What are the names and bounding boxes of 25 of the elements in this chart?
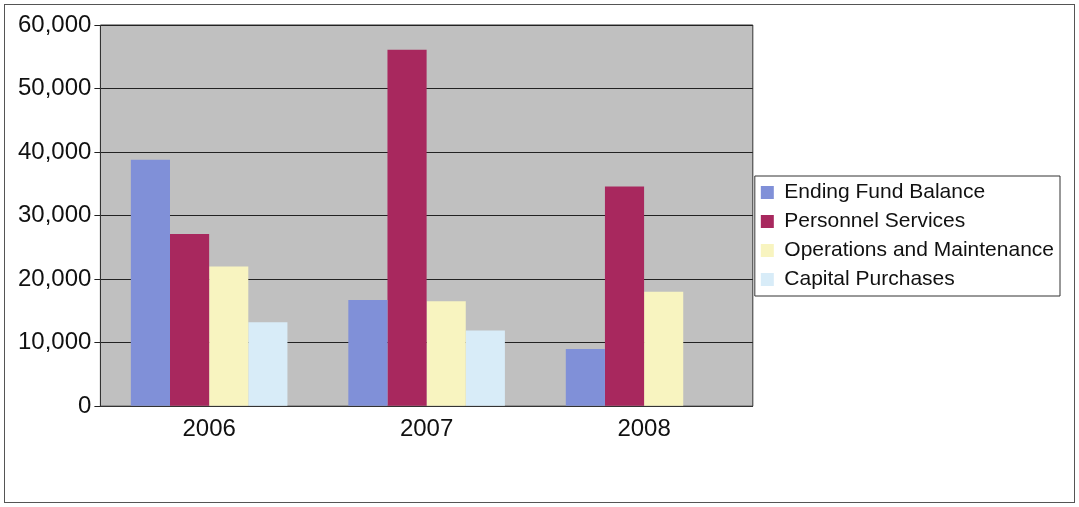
legend-label: Capital Purchases: [784, 266, 955, 290]
bar: [426, 301, 466, 406]
legend-label: Ending Fund Balance: [784, 179, 986, 203]
y-tick-label: 30,000: [18, 200, 92, 228]
bar: [387, 49, 427, 406]
bar: [565, 349, 605, 406]
y-tick-label: 10,000: [18, 327, 92, 355]
x-tick-label: 2007: [399, 414, 454, 442]
y-tick-label: 20,000: [18, 263, 92, 291]
x-tick-label: 2008: [617, 414, 671, 442]
legend-label: Personnel Services: [784, 208, 966, 232]
bar: [644, 291, 684, 406]
x-tick-label: 2006: [182, 414, 236, 442]
bar: [170, 234, 210, 406]
legend-label: Operations and Maintenance: [784, 237, 1055, 261]
bar: [248, 322, 288, 406]
bar: [130, 159, 170, 406]
y-tick-label: 60,000: [18, 9, 92, 37]
bar: [465, 330, 505, 406]
y-tick-label: 0: [78, 390, 92, 418]
bar: [604, 186, 645, 406]
y-tick-label: 50,000: [18, 73, 92, 101]
y-tick-label: 40,000: [18, 136, 92, 164]
bar: [209, 266, 249, 406]
bar: [348, 300, 388, 406]
